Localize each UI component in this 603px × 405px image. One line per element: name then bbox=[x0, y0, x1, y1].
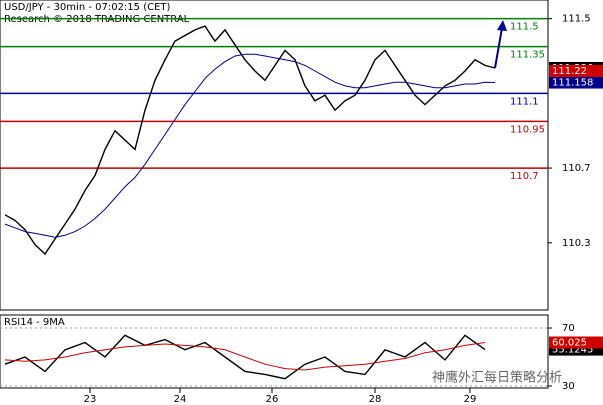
series-line bbox=[4, 53, 496, 238]
x-tick-label: 24 bbox=[174, 394, 187, 405]
x-tick-label: 28 bbox=[369, 394, 382, 405]
forecast-arrow-head bbox=[497, 20, 507, 31]
y-tick-label: 110.7 bbox=[562, 163, 591, 174]
value-box-label: 55.1245 bbox=[552, 345, 593, 356]
main-frame bbox=[0, 0, 549, 311]
marker-label: 111.22 bbox=[552, 66, 587, 77]
level-label: 111.35 bbox=[510, 50, 545, 61]
level-label: 110.7 bbox=[510, 171, 539, 182]
forecast-arrow bbox=[494, 27, 503, 69]
rsi-frame bbox=[0, 314, 549, 389]
level-label: 110.95 bbox=[510, 124, 545, 135]
marker-box bbox=[549, 64, 603, 77]
value-box bbox=[549, 336, 603, 349]
chart-subtitle: Research © 2018 TRADING CENTRAL bbox=[4, 14, 190, 25]
rsi-title: RSI14 - 9MA bbox=[4, 317, 65, 328]
watermark: 神鹰外汇每日策略分析 bbox=[432, 370, 562, 386]
value-box-label: 60.025 bbox=[552, 337, 587, 348]
value-box bbox=[549, 76, 603, 89]
y-tick-label: 111.5 bbox=[562, 14, 591, 25]
series-line bbox=[4, 25, 496, 256]
level-label: 111.5 bbox=[510, 22, 539, 33]
chart-title: USD/JPY - 30min - 07:02:15 (CET) bbox=[4, 2, 171, 13]
y-tick-label: 70 bbox=[562, 323, 575, 334]
series-line bbox=[4, 334, 486, 380]
level-label: 111.1 bbox=[510, 96, 539, 107]
series-line bbox=[4, 342, 486, 371]
x-tick-label: 29 bbox=[464, 394, 477, 405]
x-tick-label: 26 bbox=[266, 394, 279, 405]
x-tick-label: 23 bbox=[84, 394, 97, 405]
y-tick-label: 30 bbox=[562, 381, 575, 392]
value-box-label: 111.158 bbox=[552, 78, 593, 89]
y-tick-label: 110.3 bbox=[562, 238, 591, 249]
